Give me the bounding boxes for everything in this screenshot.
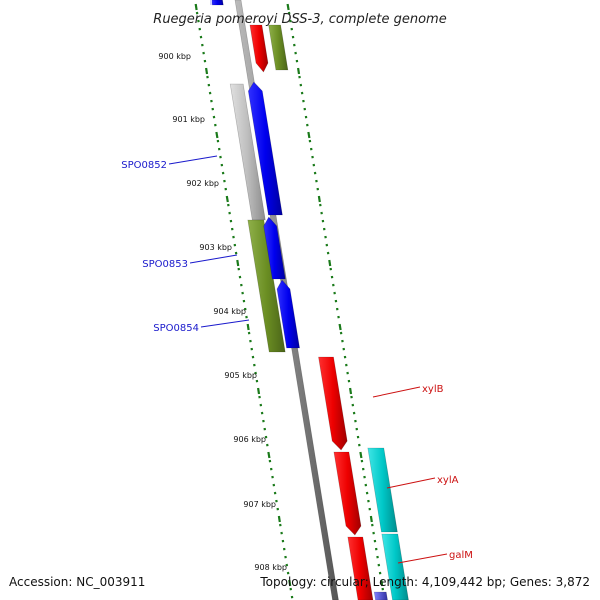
leader-spo0853	[189, 254, 238, 264]
right-tick-track	[286, 3, 386, 599]
tick-labels: 900 kbp 901 kbp 902 kbp 903 kbp 904 kbp 905 k…	[158, 52, 287, 572]
gene-label-spo0853[interactable]: SPO0853	[142, 259, 188, 270]
gene-xyla	[333, 451, 362, 536]
gene-label-spo0854[interactable]: SPO0854	[153, 323, 199, 334]
gene-galm	[381, 533, 409, 600]
gene-label-xyla[interactable]: xylA	[437, 475, 459, 486]
tick-label-3: 903 kbp	[199, 243, 232, 252]
leader-xylb	[372, 386, 421, 398]
tick-tracks	[194, 3, 386, 599]
tick-label-5: 905 kbp	[224, 371, 257, 380]
gene-label-xylb[interactable]: xylB	[422, 384, 444, 395]
left-tick-track	[194, 3, 294, 599]
gene-purple-908	[373, 591, 388, 600]
leader-xyla	[386, 477, 436, 489]
tick-label-2: 902 kbp	[186, 179, 219, 188]
tick-label-8: 908 kbp	[254, 563, 287, 572]
gene-spo0854	[276, 279, 300, 349]
gene-red-900	[249, 24, 269, 73]
accession-text: Accession: NC_003911	[9, 575, 146, 589]
gene-features	[210, 0, 409, 600]
tick-label-1: 901 kbp	[172, 115, 205, 124]
gene-olive-903	[247, 219, 286, 353]
gene-label-galm[interactable]: galM	[449, 550, 473, 561]
tick-label-6: 906 kbp	[233, 435, 266, 444]
leader-spo0852	[168, 155, 218, 165]
leader-spo0854	[200, 319, 250, 328]
genome-summary-text: Topology: circular; Length: 4,109,442 bp…	[260, 575, 590, 589]
gene-grey-901	[229, 83, 266, 221]
gene-red-908	[347, 536, 374, 600]
gene-spo0853	[263, 216, 286, 280]
tick-label-7: 907 kbp	[243, 500, 276, 509]
gene-xylb	[318, 356, 348, 451]
gene-spo0852	[247, 81, 283, 216]
tick-label-0: 900 kbp	[158, 52, 191, 61]
label-leaders	[168, 155, 448, 564]
map-title: Ruegeria pomeroyi DSS-3, complete genome	[153, 12, 446, 27]
gene-cyan-906	[367, 447, 398, 533]
gene-top-blue	[211, 0, 224, 6]
leader-galm	[397, 553, 448, 564]
gene-label-spo0852[interactable]: SPO0852	[121, 160, 167, 171]
tick-label-4: 904 kbp	[213, 307, 246, 316]
gene-olive-900	[268, 24, 289, 71]
gene-top-blue-edge	[210, 0, 212, 5]
